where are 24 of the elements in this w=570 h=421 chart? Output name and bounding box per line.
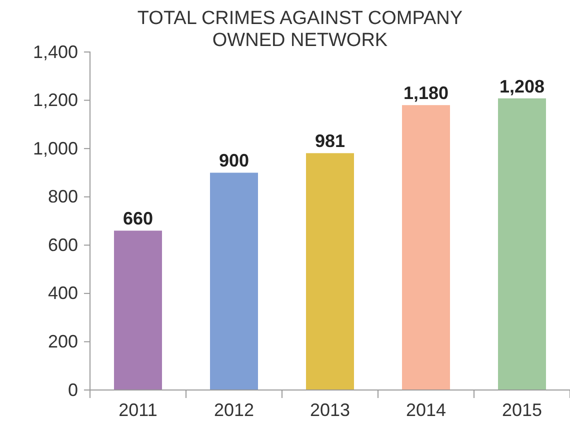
y-tick-label: 400 xyxy=(48,283,78,304)
y-tick-label: 200 xyxy=(48,331,78,352)
bar xyxy=(210,172,258,390)
y-tick-label: 800 xyxy=(48,186,78,207)
y-tick-label: 1,000 xyxy=(32,138,78,158)
y-tick-label: 1,200 xyxy=(32,90,78,110)
bar xyxy=(402,105,450,390)
data-label: 981 xyxy=(314,131,346,152)
x-tick-label: 2012 xyxy=(214,400,254,420)
data-label: 660 xyxy=(122,208,154,229)
bar xyxy=(498,98,546,390)
bar xyxy=(306,153,354,390)
y-tick-label: 600 xyxy=(48,234,78,255)
x-tick-label: 2015 xyxy=(502,400,542,420)
y-tick-label: 1,400 xyxy=(32,42,78,62)
data-label: 1,208 xyxy=(499,76,545,96)
x-tick-label: 2013 xyxy=(310,400,350,420)
data-label: 900 xyxy=(218,150,250,171)
bar xyxy=(114,230,162,390)
x-tick-label: 2011 xyxy=(118,400,158,420)
y-tick-label: 0 xyxy=(68,380,78,400)
data-label: 1,180 xyxy=(403,83,449,104)
x-tick-label: 2014 xyxy=(406,400,446,420)
chart-title: TOTAL CRIMES AGAINST COMPANY OWNED NETWORK xyxy=(137,8,463,51)
